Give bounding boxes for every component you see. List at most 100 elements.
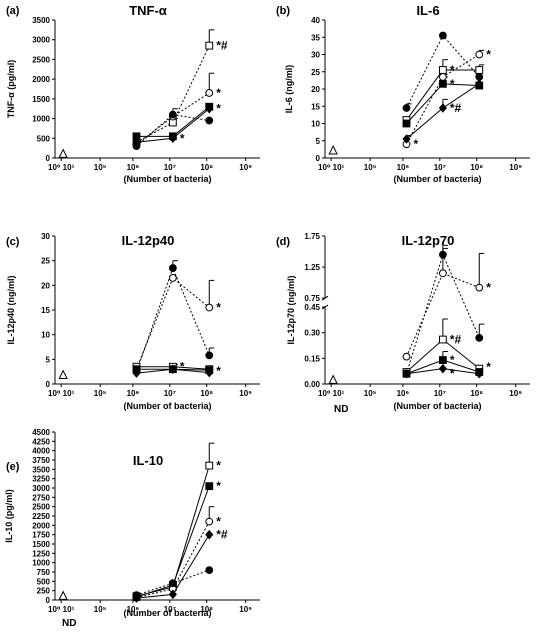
data-point	[475, 50, 484, 59]
y-tick-label: 1750	[32, 531, 50, 540]
significance-annotation: *	[216, 479, 221, 493]
series-filled-diamond	[132, 529, 214, 603]
data-point	[205, 461, 214, 470]
data-point	[168, 264, 177, 272]
significance-annotation: *	[216, 301, 221, 315]
data-point	[205, 517, 214, 526]
chart-title: IL-12p40	[122, 233, 175, 248]
x-tick-label: 10⁶	[397, 389, 410, 398]
y-tick-label: 15	[311, 102, 320, 111]
y-tick-label: 40	[311, 16, 320, 25]
data-point	[438, 79, 447, 88]
y-tick-label: 250	[37, 587, 51, 596]
y-tick-label: 0	[46, 596, 51, 605]
significance-annotation: *#	[216, 528, 228, 542]
x-tick-label: 10⁷	[164, 389, 176, 398]
significance-annotation: *	[216, 364, 221, 378]
x-tick-label: 10⁶	[127, 163, 140, 172]
x-tick-label: 10⁹	[239, 389, 252, 398]
significance-annotation: *	[450, 63, 455, 77]
data-point	[402, 368, 411, 379]
data-point	[205, 103, 214, 114]
panel-label: (a)	[6, 5, 20, 17]
panel-label: (d)	[276, 236, 290, 248]
x-axis-label: (Number of bacteria)	[123, 174, 211, 184]
x-axis-label: (Number of bacteria)	[123, 608, 211, 618]
y-tick-label: 1500	[32, 95, 50, 104]
chart-title: TNF-α	[129, 3, 167, 18]
data-point	[475, 283, 484, 292]
panel-label: (c)	[6, 236, 20, 248]
data-point	[168, 579, 177, 588]
panel-b: (b) IL-6 0 5 10 15 20 25 30 35 40 10⁰ 10¹ 10⁵ 10⁶ 10⁷ 1…	[276, 3, 530, 184]
y-tick-label: 1.25	[304, 263, 320, 272]
y-tick-label: 3500	[32, 465, 50, 474]
significance-annotation: *	[216, 515, 221, 529]
chart-title: IL-6	[416, 3, 439, 18]
panel-e: (e) IL-10 02505007501000125015001750200022…	[4, 428, 260, 629]
data-point	[205, 89, 214, 97]
x-tick-label: 10⁵	[94, 605, 107, 614]
data-point	[475, 368, 484, 379]
y-tick-label: 30	[41, 232, 50, 241]
y-tick-label: 0.75	[304, 294, 320, 303]
data-point	[205, 351, 214, 360]
y-tick-label: 1500	[32, 540, 50, 549]
x-tick-label: 10⁰ 10¹	[318, 389, 345, 398]
y-tick-label: 0.00	[304, 380, 320, 389]
x-tick-label: 10⁷	[164, 163, 176, 172]
y-tick-label: 4250	[32, 437, 50, 446]
data-point	[205, 41, 214, 50]
significance-annotation: *	[486, 48, 491, 62]
control-marker	[58, 369, 68, 379]
series-filled-circle	[402, 31, 484, 112]
significance-annotation: *#	[450, 333, 462, 347]
significance-annotation: *	[450, 77, 455, 91]
x-tick-label: 10⁹	[239, 163, 252, 172]
series-line	[136, 277, 210, 370]
data-point	[438, 73, 447, 81]
data-point	[402, 104, 411, 112]
data-point	[475, 333, 484, 342]
y-tick-label: 2000	[32, 521, 50, 530]
y-tick-label: 2500	[32, 503, 50, 512]
series-line	[136, 569, 210, 596]
data-point	[205, 116, 214, 125]
y-tick-label: 2750	[32, 493, 50, 502]
y-tick-label: 750	[37, 568, 51, 577]
x-tick-label: 10⁶	[127, 605, 140, 614]
data-point	[205, 303, 214, 312]
x-tick-label: 10⁵	[364, 163, 377, 172]
data-point	[438, 356, 447, 364]
series-open-circle	[402, 49, 485, 149]
series-filled-diamond	[132, 103, 214, 148]
data-point	[438, 103, 447, 113]
x-tick-label: 10⁶	[127, 389, 140, 398]
series-filled-diamond	[402, 79, 484, 144]
x-tick-label: 10⁸	[200, 389, 213, 398]
significance-annotation: *#	[450, 101, 462, 115]
data-point	[402, 134, 411, 144]
y-tick-label: 3750	[32, 456, 50, 465]
y-tick-label: 10	[311, 120, 320, 129]
data-point	[438, 363, 447, 374]
y-tick-label: 5	[46, 355, 51, 364]
x-tick-label: 10⁰ 10¹	[48, 163, 75, 172]
y-tick-label: 0	[46, 154, 51, 163]
series-open-square	[132, 29, 215, 147]
y-tick-label: 0.15	[304, 354, 320, 363]
data-point	[132, 591, 141, 600]
y-tick-label: 4500	[32, 428, 50, 437]
y-tick-label: 1250	[32, 549, 50, 558]
nd-label: ND	[62, 618, 76, 629]
control-marker	[58, 148, 68, 158]
y-tick-label: 25	[311, 68, 320, 77]
x-tick-label: 10⁹	[509, 163, 522, 172]
y-tick-label: 2250	[32, 512, 50, 521]
data-point	[438, 269, 447, 278]
significance-annotation: *	[450, 353, 455, 367]
x-tick-label: 10⁷	[434, 163, 446, 172]
data-point	[132, 137, 141, 148]
series-filled-diamond	[402, 363, 484, 379]
significance-annotation: *	[216, 86, 221, 100]
